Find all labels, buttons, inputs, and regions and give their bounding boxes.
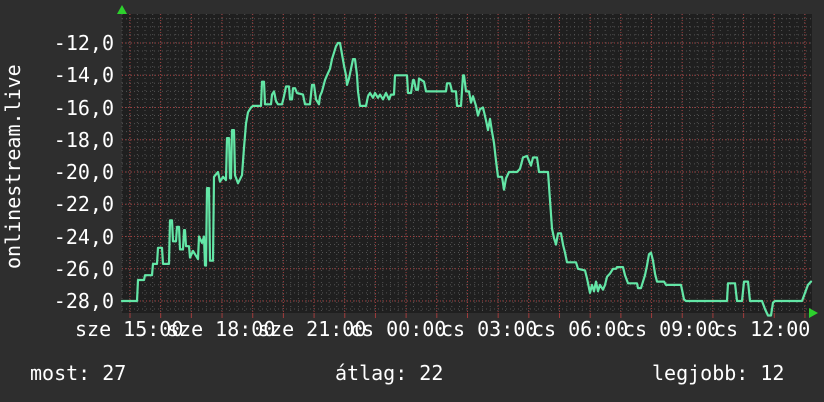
x-axis-arrow-icon — [809, 308, 818, 318]
y-tick-label: -16,0 — [53, 95, 114, 120]
x-tick-label: cs 03:00 — [441, 317, 538, 341]
y-tick-label: -24,0 — [53, 224, 114, 249]
chart-canvas — [120, 14, 813, 318]
y-tick-label: -28,0 — [53, 289, 114, 313]
stat-atlag: átlag: 22 — [335, 361, 444, 385]
y-tick-label: -14,0 — [53, 63, 114, 88]
x-tick-label: cs 12:00 — [714, 317, 811, 341]
x-tick-label: cs 09:00 — [623, 317, 720, 341]
x-tick-label: cs 00:00 — [350, 317, 447, 341]
y-tick-label: -18,0 — [53, 127, 114, 152]
data-series-line — [120, 41, 813, 317]
stat-legjobb: legjobb: 12 — [652, 361, 785, 385]
x-tick-label: cs 06:00 — [532, 317, 629, 341]
vertical-axis-title: onlinestream.live — [1, 64, 25, 269]
y-axis-arrow-icon — [117, 5, 127, 14]
stat-most: most: 27 — [30, 361, 127, 385]
y-tick-label: -22,0 — [53, 192, 114, 217]
x-tick-label: sze 18:00 — [167, 317, 276, 341]
y-tick-label: -12,0 — [53, 31, 114, 55]
y-tick-label: -20,0 — [53, 160, 114, 184]
x-tick-label: sze 21:00 — [258, 317, 367, 341]
x-tick-label: sze 15:00 — [75, 317, 184, 341]
y-tick-label: -26,0 — [53, 256, 114, 281]
plot-area — [120, 14, 813, 318]
